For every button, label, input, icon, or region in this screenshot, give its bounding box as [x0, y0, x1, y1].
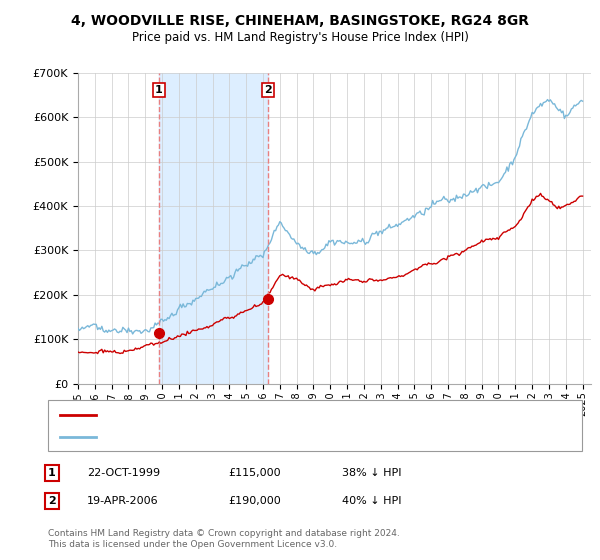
Text: 4, WOODVILLE RISE, CHINEHAM, BASINGSTOKE, RG24 8GR: 4, WOODVILLE RISE, CHINEHAM, BASINGSTOKE… [71, 14, 529, 28]
Text: HPI: Average price, detached house, Basingstoke and Deane: HPI: Average price, detached house, Basi… [105, 432, 421, 442]
Text: 40% ↓ HPI: 40% ↓ HPI [342, 496, 401, 506]
Text: Price paid vs. HM Land Registry's House Price Index (HPI): Price paid vs. HM Land Registry's House … [131, 31, 469, 44]
Text: 1: 1 [155, 85, 163, 95]
Text: 4, WOODVILLE RISE, CHINEHAM, BASINGSTOKE, RG24 8GR (detached house): 4, WOODVILLE RISE, CHINEHAM, BASINGSTOKE… [105, 409, 506, 419]
Text: Contains HM Land Registry data © Crown copyright and database right 2024.
This d: Contains HM Land Registry data © Crown c… [48, 529, 400, 549]
Text: £115,000: £115,000 [228, 468, 281, 478]
Text: £190,000: £190,000 [228, 496, 281, 506]
Text: 2: 2 [264, 85, 272, 95]
Text: 38% ↓ HPI: 38% ↓ HPI [342, 468, 401, 478]
Bar [159, 73, 268, 384]
Text: 2: 2 [48, 496, 56, 506]
Text: 22-OCT-1999: 22-OCT-1999 [87, 468, 160, 478]
Text: 1: 1 [48, 468, 56, 478]
Text: 19-APR-2006: 19-APR-2006 [87, 496, 158, 506]
